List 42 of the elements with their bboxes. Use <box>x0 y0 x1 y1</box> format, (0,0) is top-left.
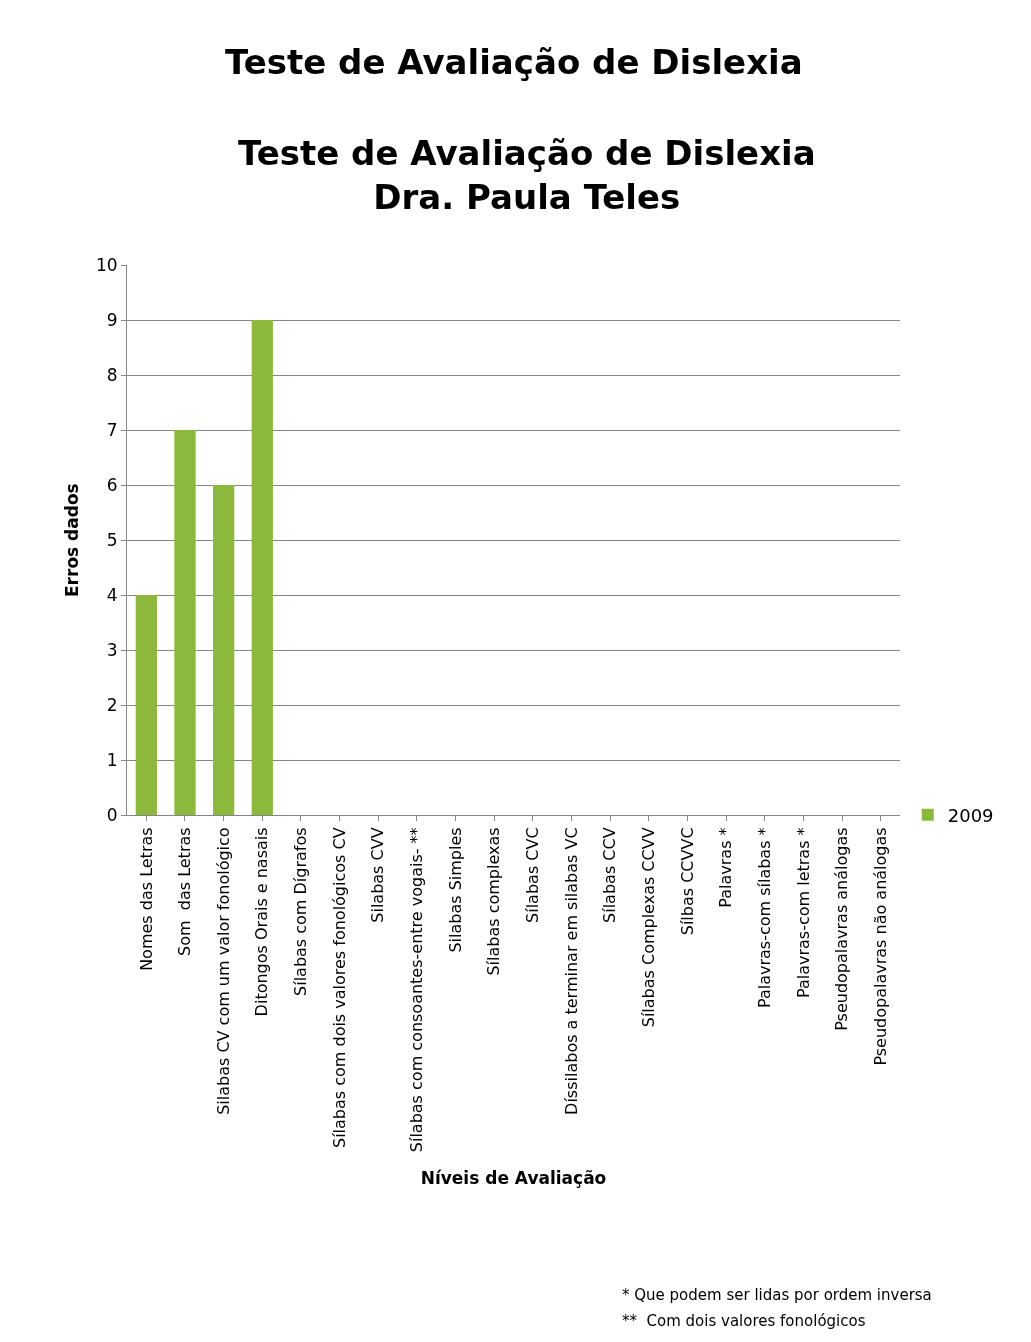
x-tick-label: Palavras-com letras * <box>793 827 813 998</box>
x-tick-label: Sílabas com consoantes-entre vogais- ** <box>407 827 427 1153</box>
text: ** Com dois valores fonológicos <box>622 1312 866 1330</box>
bar <box>135 595 157 815</box>
x-tick-label: Ditongos Orais e nasais <box>252 827 272 1017</box>
y-tick-label: 10 <box>95 254 118 275</box>
x-tick-label: Palavras * <box>716 827 736 908</box>
bar <box>251 320 273 815</box>
x-tick-label: Pseudopalavras análogas <box>832 827 852 1031</box>
x-tick-label: Sílabas Complexas CCVV <box>638 827 658 1028</box>
x-tick-label: Sílabas com dois valores fonológicos CV <box>329 827 349 1149</box>
y-tick-label: 7 <box>106 419 118 440</box>
x-tick-label: Sílbas CCVVC <box>677 827 697 936</box>
x-tick-label: Sílabas CCV <box>600 827 620 923</box>
y-tick-label: 8 <box>106 364 118 385</box>
x-tick-label: Palavras-com sílabas * <box>754 827 774 1009</box>
bar <box>174 430 196 815</box>
x-tick-label: Sílabas com Dígrafos <box>291 827 311 996</box>
y-tick-label: 2 <box>106 694 118 715</box>
x-tick-label: Som das Letras <box>175 827 195 956</box>
legend-label: 2009 <box>947 804 994 826</box>
y-tick-label: 5 <box>106 529 118 550</box>
chart-title: Teste de Avaliação de Dislexia <box>225 42 803 82</box>
y-tick-label: 6 <box>106 474 118 495</box>
y-tick-label: 4 <box>106 584 118 605</box>
x-tick-label: Silabas CVV <box>368 827 388 923</box>
x-tick-label: Sílabas complexas <box>484 827 504 976</box>
text: * Que podem ser lidas por ordem inversa <box>622 1286 932 1304</box>
x-tick-label: Díssilabos a terminar em silabas VC <box>561 827 581 1115</box>
chart-subtitle: Teste de Avaliação de Dislexia Dra. Paula Teles <box>238 133 816 218</box>
y-tick-label: 0 <box>106 804 118 825</box>
x-tick-label: Silabas CV com um valor fonológico <box>213 827 233 1115</box>
y-tick-label: 1 <box>106 749 118 770</box>
y-axis-title: Erros dados <box>62 483 82 597</box>
x-tick-label: Pseudopalavras não análogas <box>870 827 890 1066</box>
x-tick-label: Nomes das Letras <box>136 827 156 971</box>
x-tick-label: Sílabas CVC <box>523 827 543 923</box>
y-tick-label: 9 <box>106 309 118 330</box>
x-axis-title: Níveis de Avaliação <box>420 1167 607 1188</box>
x-tick-label: Silabas Simples <box>445 827 465 953</box>
bar <box>213 485 235 815</box>
y-tick-label: 3 <box>106 639 118 660</box>
